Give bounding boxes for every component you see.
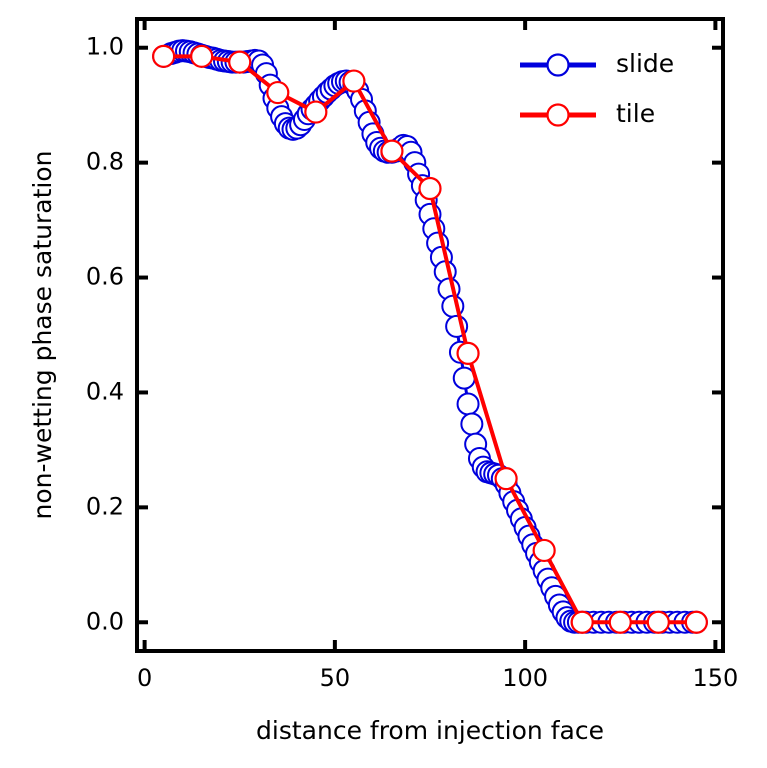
x-tick-label: 0 — [137, 664, 152, 692]
data-point-tile — [228, 50, 252, 74]
data-point-tile — [266, 80, 290, 105]
data-point-tile — [570, 610, 594, 634]
data-point-tile — [304, 100, 328, 124]
series-line-tile — [163, 54, 697, 625]
legend-label-tile: tile — [616, 99, 655, 128]
y-tick-label: 0.8 — [86, 148, 124, 176]
legend-marker-tile — [546, 103, 570, 127]
legend-label-slide: slide — [616, 49, 674, 78]
y-tick-label: 1.0 — [86, 33, 124, 61]
series-line-slide — [163, 49, 697, 624]
data-point-slide — [460, 412, 484, 436]
data-point-tile — [418, 176, 442, 201]
plot-frame — [135, 17, 725, 653]
data-point-tile — [190, 44, 214, 68]
legend-marker-slide — [546, 53, 570, 77]
data-point-tile — [380, 139, 404, 163]
y-tick-label: 0.4 — [86, 377, 124, 405]
data-point-tile — [456, 341, 480, 365]
y-tick-label: 0.2 — [86, 492, 124, 520]
x-tick-label: 50 — [320, 664, 351, 692]
data-point-tile — [646, 610, 670, 634]
data-point-tile — [342, 69, 366, 93]
data-point-tile — [608, 610, 632, 634]
series-layer — [152, 39, 708, 634]
data-point-slide — [456, 392, 480, 416]
data-point-tile — [532, 538, 556, 563]
data-point-tile — [494, 467, 518, 491]
x-tick-label: 150 — [692, 664, 738, 692]
data-point-tile — [152, 44, 176, 68]
x-axis-label: distance from injection face — [256, 716, 604, 745]
data-point-tile — [684, 610, 708, 634]
legend: slide tile — [520, 49, 674, 128]
y-tick-label: 0.6 — [86, 263, 124, 291]
x-tick-label: 100 — [502, 664, 548, 692]
y-tick-label: 0.0 — [86, 607, 124, 635]
y-axis-label: non-wetting phase saturation — [28, 151, 57, 520]
